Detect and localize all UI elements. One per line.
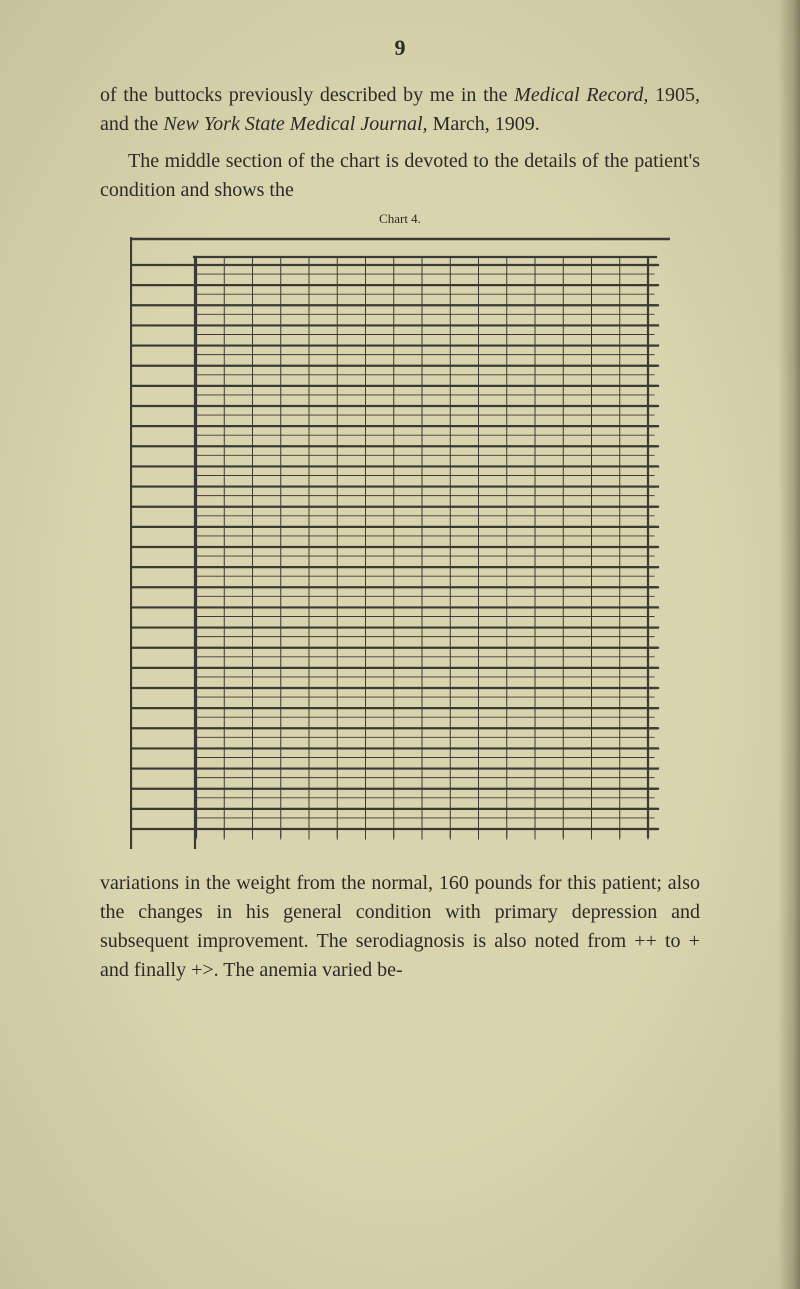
p1-italic-1: Medical Record,	[514, 84, 648, 106]
chart-grid	[130, 237, 670, 849]
page-shadow	[778, 0, 800, 1289]
chart-label: Chart 4.	[100, 211, 700, 227]
page-container: 9 of the buttocks previously described b…	[0, 0, 800, 1025]
paragraph-1: of the buttocks previously described by …	[100, 81, 700, 139]
paragraph-3: variations in the weight from the normal…	[100, 869, 700, 985]
p1-text-post: March, 1909.	[428, 113, 540, 135]
p1-italic-2: New York State Medical Journal,	[163, 113, 427, 135]
paragraph-2: The middle section of the chart is devot…	[100, 147, 700, 205]
page-number: 9	[100, 35, 700, 61]
p1-text-pre: of the buttocks previously described by …	[100, 84, 514, 106]
chart-container	[130, 237, 670, 849]
